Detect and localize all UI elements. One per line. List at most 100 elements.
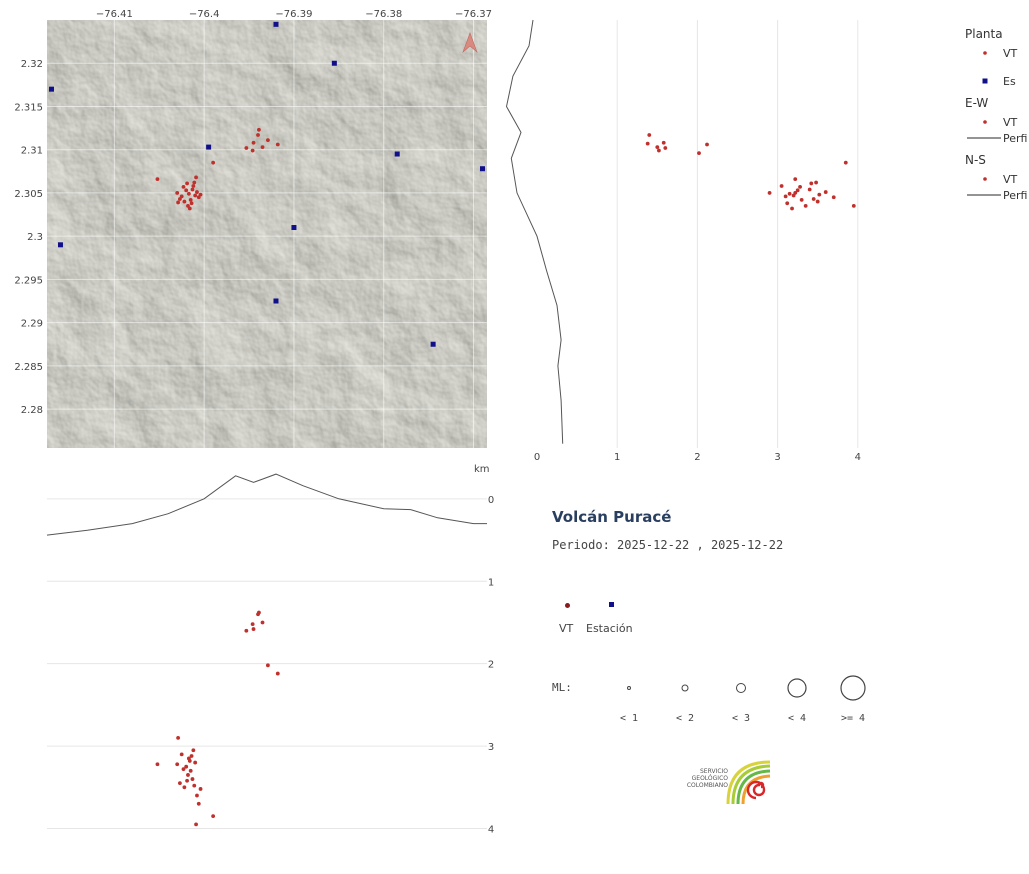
map-vt-point [191, 184, 196, 188]
ew-vt-point [184, 764, 189, 769]
ew-panel: 0 1 2 3 4 km [46, 464, 494, 836]
ns-vt-point [790, 206, 794, 211]
map-vt-point [265, 138, 270, 143]
ns-vt-point [787, 191, 792, 196]
ew-vt-point [191, 748, 196, 753]
ns-vt-point [663, 146, 668, 150]
ew-km-label: km [474, 464, 490, 475]
ew-vt-point [211, 814, 216, 819]
ns-vt-point [831, 195, 836, 200]
ml-class-1: < 1 [619, 713, 639, 724]
ns-x-tick-label: 1 [614, 452, 620, 463]
map-vt-point [188, 197, 193, 202]
ns-vt-point [823, 190, 828, 194]
ns-vt-point [647, 133, 652, 137]
map-y-tick-label: 2.3 [27, 232, 43, 243]
map-vt-point [182, 199, 187, 204]
map-station-point [273, 298, 279, 304]
ns-vt-point [803, 203, 808, 208]
map-vt-point [193, 193, 198, 198]
station-key-label: Estación [586, 622, 633, 635]
legend-item-label: VT [1003, 47, 1018, 60]
ew-vt-point [257, 610, 261, 615]
vt-key-label: VT [559, 622, 574, 635]
ew-vt-point [193, 760, 198, 765]
ns-vt-point [809, 181, 814, 186]
ns-vt-point [785, 201, 790, 206]
map-points [48, 21, 486, 347]
ns-profile-line [505, 19, 564, 444]
ns-vt-point [807, 187, 812, 192]
ns-vt-point [793, 191, 798, 195]
ew-vt-point [251, 627, 256, 631]
map-station-point [331, 60, 337, 66]
map-vt-point [187, 206, 192, 211]
ns-vt-point [814, 180, 818, 185]
ew-profile-line [46, 473, 487, 536]
map-y-tick-label: 2.28 [21, 405, 43, 416]
ns-x-tick-label: 3 [774, 452, 780, 463]
sgc-logo-icon [726, 760, 771, 805]
map-vt-point [195, 190, 199, 194]
ew-vt-point [194, 822, 198, 827]
map-vt-point [192, 180, 197, 185]
ew-vt-point [186, 773, 190, 777]
ns-vt-point [783, 194, 788, 199]
map-vt-point [275, 142, 280, 147]
legend-group-title: N-S [965, 153, 986, 167]
map-vt-point [244, 146, 249, 150]
ns-vt-point [705, 142, 709, 147]
ns-vt-point [815, 199, 820, 204]
ew-vt-point [190, 777, 195, 781]
map-vt-point [186, 191, 191, 196]
map-vt-point [175, 191, 180, 195]
ns-vt-point [798, 184, 802, 189]
ml-label: ML: [552, 681, 572, 694]
ns-vt-point [779, 184, 784, 188]
ew-vt-point [185, 778, 189, 783]
ew-vt-point [181, 767, 186, 772]
ew-vt-point [260, 620, 265, 625]
ns-vt-point [817, 192, 822, 197]
map-y-tick-label: 2.31 [21, 146, 43, 157]
map-vt-point [194, 175, 198, 180]
ns-vt-point [799, 197, 804, 202]
map-station-point [480, 166, 486, 172]
map-vt-point [250, 148, 255, 153]
legend-group-title: Planta [965, 27, 1003, 41]
map-station-point [206, 144, 212, 150]
legend-item-label: Perfi [1003, 132, 1027, 145]
ns-vt-point [661, 140, 666, 145]
ml-class-3: < 3 [731, 713, 751, 724]
period-text: Periodo: 2025-12-22 , 2025-12-22 [552, 538, 784, 552]
ns-vt-point [851, 203, 856, 208]
map-station-point [273, 21, 279, 27]
info-block: Volcán Puracé Periodo: 2025-12-22 , 2025… [552, 508, 783, 552]
ew-vt-point [244, 628, 249, 633]
map-vt-point [190, 187, 195, 192]
legend-item-label: VT [1003, 173, 1018, 186]
map-vt-point [198, 192, 203, 197]
map-x-tick-label: −76.38 [365, 9, 402, 20]
map-panel[interactable] [47, 20, 487, 448]
ew-vt-point [155, 762, 160, 767]
ew-vt-point [187, 759, 192, 763]
map-vt-point [185, 181, 189, 186]
ns-x-tick-label: 0 [534, 452, 540, 463]
ew-vt-point [188, 768, 193, 773]
map-vt-point [260, 145, 265, 150]
ew-vt-point [177, 781, 182, 786]
map-x-tick-label: −76.4 [189, 9, 220, 20]
map-station-point [48, 86, 54, 92]
map-vt-point [257, 127, 261, 132]
ns-vt-point [645, 141, 650, 146]
legend-square-symbol [982, 78, 988, 84]
ns-panel: 0 1 2 3 4 [505, 19, 861, 463]
map-vt-point [256, 133, 260, 137]
legend-dot-symbol [983, 177, 987, 181]
ew-vt-point [265, 663, 270, 668]
map-station-point [394, 151, 400, 157]
map-station-point [57, 242, 63, 248]
